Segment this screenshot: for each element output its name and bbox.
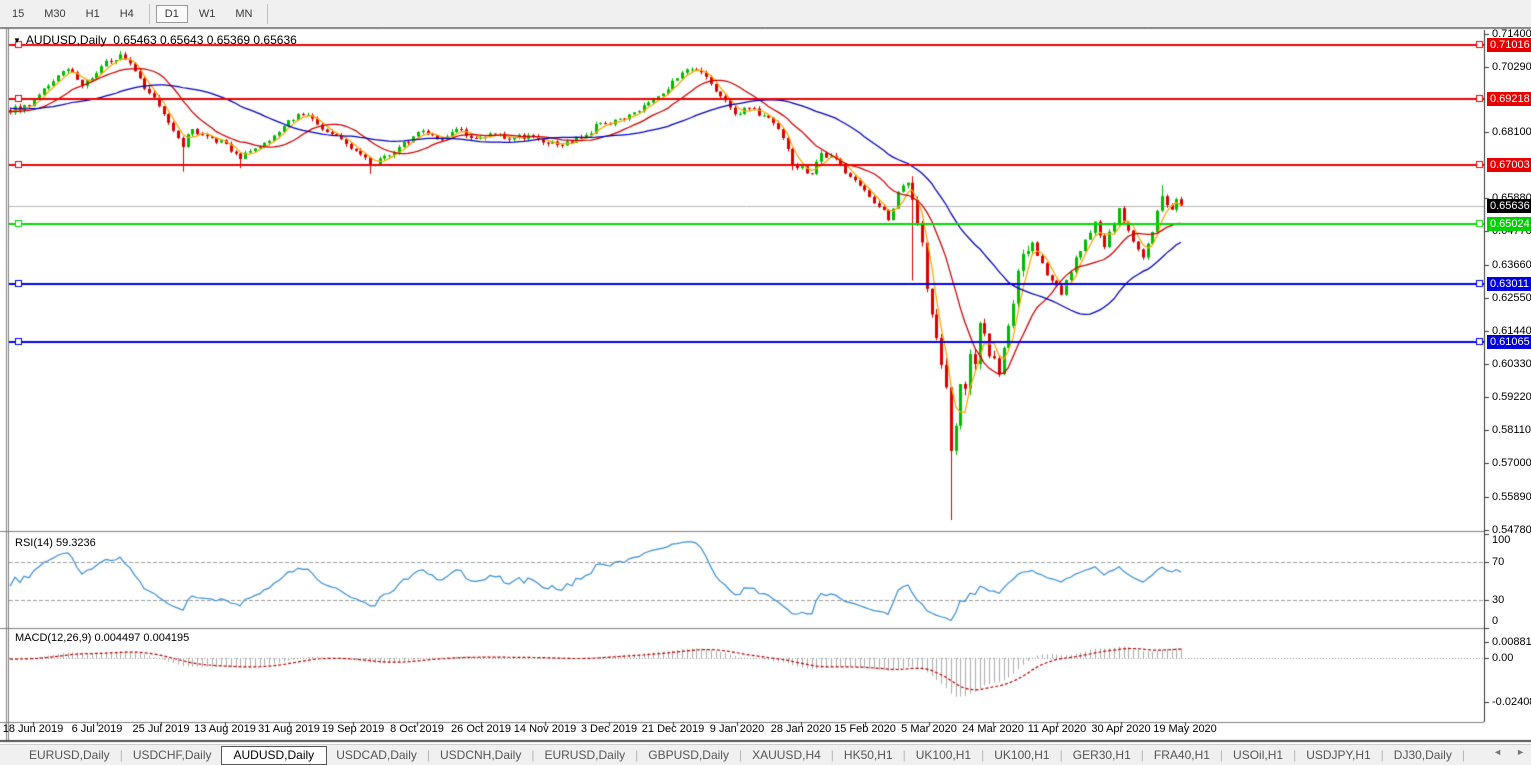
chart-tab-xauusd-h4[interactable]: XAUUSD,H4: [752, 748, 821, 762]
timeframe-button-d1[interactable]: D1: [155, 4, 188, 23]
price-axis-tick: 0.62550: [1492, 291, 1531, 304]
date-axis-label: 26 Oct 2019: [451, 723, 511, 735]
macd-axis-tick: 0.008815: [1492, 635, 1531, 648]
date-axis-label: 19 Sep 2019: [321, 723, 385, 735]
chart-canvas[interactable]: [0, 28, 1531, 744]
macd-indicator-label: MACD(12,26,9) 0.004497 0.004195: [15, 632, 190, 644]
tab-separator: |: [1219, 748, 1224, 762]
price-axis-tick: 0.68100: [1492, 126, 1531, 139]
chart-tab-eurusd-daily[interactable]: EURUSD,Daily: [29, 748, 110, 762]
date-axis-label: 21 Dec 2019: [641, 723, 705, 735]
date-axis-label: 24 Mar 2020: [962, 723, 1024, 735]
rsi-axis-tick: 0: [1492, 615, 1499, 627]
chart-tab-bar: EURUSD,Daily | USDCHF,Daily AUDUSD,Daily USD…: [0, 744, 1531, 765]
price-axis-tick: 0.63660: [1492, 258, 1531, 271]
price-axis-tick: 0.54780: [1492, 523, 1531, 536]
tab-separator: |: [981, 748, 985, 762]
date-axis-label: 18 Jun 2019: [2, 723, 64, 735]
chart-tab-uk100-h1[interactable]: UK100,H1: [915, 748, 972, 762]
tab-separator: |: [531, 748, 535, 762]
timeframe-button-m30[interactable]: M30: [44, 7, 66, 20]
chart-tab-ger30-h1[interactable]: GER30,H1: [1072, 748, 1131, 762]
macd-axis-tick: -0.024082: [1492, 695, 1531, 708]
tab-scroll-right-icon[interactable]: ►: [1516, 747, 1525, 757]
chart-tab-gbpusd-daily[interactable]: GBPUSD,Daily: [648, 748, 729, 762]
price-level-badge: 0.71016: [1487, 38, 1531, 52]
price-axis-tick: 0.57000: [1492, 457, 1531, 470]
price-axis-tick: 0.70290: [1492, 60, 1531, 73]
timeframe-button-15[interactable]: 15: [12, 7, 25, 20]
chart-tab-usdjpy-h1[interactable]: USDJPY,H1: [1306, 748, 1371, 762]
chart-tab-usdcad-daily[interactable]: USDCAD,Daily: [336, 748, 417, 762]
date-axis-label: 6 Jul 2019: [71, 723, 123, 735]
chart-tab-dj30-daily[interactable]: DJ30,Daily: [1393, 748, 1452, 762]
tab-separator: |: [635, 748, 639, 762]
price-level-badge: 0.69218: [1487, 91, 1531, 106]
price-level-badge: 0.67003: [1487, 157, 1531, 172]
chart-tab-uk100-h1[interactable]: UK100,H1: [994, 748, 1050, 762]
tab-separator: |: [1059, 748, 1063, 762]
rsi-axis-tick: 70: [1492, 556, 1505, 569]
date-axis-label: 25 Jul 2019: [132, 723, 190, 735]
price-axis-tick: 0.60330: [1492, 357, 1531, 370]
timeframe-button-mn[interactable]: MN: [235, 7, 253, 20]
timeframe-button-h4[interactable]: H4: [119, 7, 134, 20]
timeframe-button-h1[interactable]: H1: [85, 7, 100, 20]
tab-separator: |: [1140, 748, 1144, 762]
tab-separator: |: [738, 748, 743, 762]
tab-separator: |: [1461, 748, 1465, 762]
current-price-badge: 0.65636: [1487, 198, 1531, 213]
tab-separator: |: [1293, 748, 1297, 762]
toolbar-divider: [148, 3, 150, 24]
macd-axis-tick: 0.00: [1492, 652, 1514, 664]
price-axis-tick: 0.59220: [1492, 391, 1531, 404]
date-axis-label: 31 Aug 2019: [258, 723, 320, 735]
date-axis-label: 3 Dec 2019: [580, 723, 638, 735]
tab-separator: |: [119, 748, 123, 762]
timeframe-toolbar: 15 M30 H1 H4 D1 W1 MN: [0, 0, 1531, 28]
price-level-badge: 0.61065: [1487, 335, 1531, 350]
price-axis-tick: 0.58110: [1492, 424, 1531, 437]
chart-tab-usdcnh-daily[interactable]: USDCNH,Daily: [440, 748, 522, 762]
toolbar-divider: [267, 3, 269, 24]
price-level-badge: 0.65024: [1487, 216, 1531, 231]
chart-tab-audusd-daily[interactable]: AUDUSD,Daily: [220, 745, 328, 765]
date-axis-label: 15 Feb 2020: [834, 723, 896, 735]
price-axis-tick: 0.61440: [1492, 324, 1531, 337]
chart-tab-eurusd-daily[interactable]: EURUSD,Daily: [544, 748, 626, 762]
symbol-dropdown-icon[interactable]: ▼: [13, 36, 21, 45]
price-axis-tick: 0.71400: [1492, 27, 1531, 40]
timeframe-button-w1[interactable]: W1: [198, 7, 216, 20]
date-axis-label: 19 May 2020: [1153, 723, 1217, 735]
date-axis-label: 8 Oct 2019: [390, 723, 444, 735]
date-axis-label: 11 Apr 2020: [1027, 723, 1087, 735]
date-axis-label: 14 Nov 2019: [513, 723, 577, 735]
rsi-axis-tick: 30: [1492, 593, 1505, 606]
tab-separator: |: [902, 748, 906, 762]
chart-symbol-label: AUDUSD,Daily: [25, 33, 107, 47]
rsi-axis-tick: 100: [1492, 534, 1511, 546]
price-level-badge: 0.63011: [1487, 276, 1531, 291]
chart-tab-hk50-h1[interactable]: HK50,H1: [843, 748, 893, 762]
tab-separator: |: [1380, 748, 1384, 762]
tab-separator: |: [426, 748, 430, 762]
tab-separator: |: [830, 748, 834, 762]
date-axis-label: 13 Aug 2019: [194, 723, 256, 735]
date-axis-label: 5 Mar 2020: [901, 723, 957, 735]
chart-tab-fra40-h1[interactable]: FRA40,H1: [1153, 748, 1210, 762]
chart-title: ▼ AUDUSD,Daily 0.65463 0.65643 0.65369 0.…: [13, 33, 297, 47]
tab-scroll-buttons: ◄ ►: [1493, 747, 1525, 757]
date-axis-label: 28 Jan 2020: [770, 723, 832, 735]
date-axis-label: 9 Jan 2020: [709, 723, 765, 735]
chart-tab-usdchf-daily[interactable]: USDCHF,Daily: [132, 748, 212, 762]
rsi-indicator-label: RSI(14) 59.3236: [15, 537, 96, 549]
chart-tab-usoil-h1[interactable]: USOil,H1: [1233, 748, 1284, 762]
price-axis-tick: 0.55890: [1492, 490, 1531, 503]
chart-ohlc-values: 0.65463 0.65643 0.65369 0.65636: [113, 33, 297, 47]
tab-scroll-left-icon[interactable]: ◄: [1493, 747, 1503, 757]
date-axis-label: 30 Apr 2020: [1091, 723, 1151, 735]
